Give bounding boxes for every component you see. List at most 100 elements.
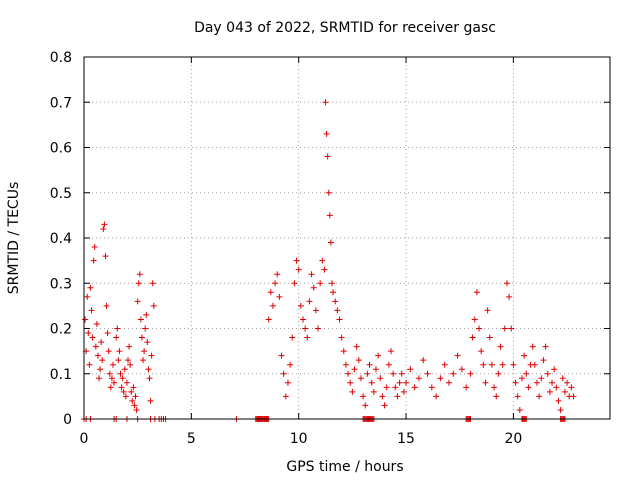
data-point: [370, 388, 377, 395]
data-point: [553, 384, 560, 391]
data-point: [289, 334, 296, 341]
grid-lines: [84, 57, 610, 419]
data-point: [332, 298, 339, 305]
y-axis-label: SRMTID / TECUs: [6, 182, 22, 295]
data-point: [85, 330, 92, 337]
data-point: [390, 370, 397, 377]
y-tick-label: 0.4: [50, 231, 72, 247]
data-point: [328, 280, 335, 287]
data-point: [96, 375, 103, 382]
data-point: [433, 393, 440, 400]
data-point: [512, 379, 519, 386]
data-point: [488, 361, 495, 368]
data-point: [100, 225, 107, 232]
data-point: [108, 375, 115, 382]
data-point: [326, 212, 333, 219]
x-tick-label: 15: [397, 431, 415, 447]
plot-frame: [83, 56, 611, 420]
data-point: [364, 370, 371, 377]
data-point: [559, 375, 566, 382]
data-point: [304, 334, 311, 341]
data-point: [372, 366, 379, 373]
data-point: [269, 302, 276, 309]
data-point: [135, 280, 142, 287]
data-point: [360, 393, 367, 400]
data-point: [534, 379, 541, 386]
data-point: [415, 375, 422, 382]
data-point: [280, 370, 287, 377]
data-point: [411, 384, 418, 391]
data-point: [497, 343, 504, 350]
data-point: [297, 302, 304, 309]
data-point: [542, 343, 549, 350]
data-point: [463, 384, 470, 391]
data-point: [568, 384, 575, 391]
data-point: [136, 271, 143, 278]
data-point: [133, 406, 140, 413]
data-point: [109, 361, 116, 368]
data-point: [403, 379, 410, 386]
data-point: [86, 361, 93, 368]
data-point: [121, 366, 128, 373]
data-point: [375, 352, 382, 359]
data-point: [392, 384, 399, 391]
data-point: [486, 334, 493, 341]
data-point: [117, 370, 124, 377]
data-point: [482, 379, 489, 386]
data-point: [321, 266, 328, 273]
y-tick-label: 0.3: [50, 276, 72, 292]
data-point: [315, 325, 322, 332]
x-tick-label: 5: [187, 431, 196, 447]
data-point: [324, 153, 331, 160]
data-point: [506, 293, 513, 300]
data-point: [336, 316, 343, 323]
data-point: [437, 375, 444, 382]
data-point: [106, 370, 113, 377]
data-point: [377, 375, 384, 382]
data-point: [282, 393, 289, 400]
data-point: [561, 388, 568, 395]
data-point: [551, 366, 558, 373]
data-point: [349, 388, 356, 395]
data-point: [546, 388, 553, 395]
data-point: [131, 402, 138, 409]
data-point: [123, 379, 130, 386]
data-point: [529, 343, 536, 350]
data-point: [525, 384, 532, 391]
data-point: [122, 393, 129, 400]
data-point: [107, 384, 114, 391]
data-point: [299, 316, 306, 323]
y-tick-label: 0.5: [50, 186, 72, 202]
data-point: [330, 289, 337, 296]
data-point: [102, 253, 109, 260]
data-point: [407, 366, 414, 373]
data-point: [265, 316, 272, 323]
data-point: [445, 379, 452, 386]
data-point: [351, 366, 358, 373]
data-point: [114, 325, 121, 332]
data-point: [362, 402, 369, 409]
data-point: [493, 393, 500, 400]
data-point: [104, 330, 111, 337]
data-point: [276, 293, 283, 300]
data-point: [523, 370, 530, 377]
data-point: [516, 406, 523, 413]
data-point: [146, 375, 153, 382]
data-point: [103, 302, 110, 309]
data-point: [92, 343, 99, 350]
data-point: [340, 348, 347, 355]
data-point: [126, 343, 133, 350]
x-tick-label: 10: [290, 431, 308, 447]
data-point: [148, 352, 155, 359]
data-point: [127, 361, 134, 368]
data-point: [396, 379, 403, 386]
data-point: [272, 280, 279, 287]
data-point: [317, 280, 324, 287]
data-point: [521, 352, 528, 359]
data-point: [353, 343, 360, 350]
data-point: [141, 348, 148, 355]
data-point: [398, 370, 405, 377]
data-point: [544, 370, 551, 377]
data-point: [91, 244, 98, 251]
